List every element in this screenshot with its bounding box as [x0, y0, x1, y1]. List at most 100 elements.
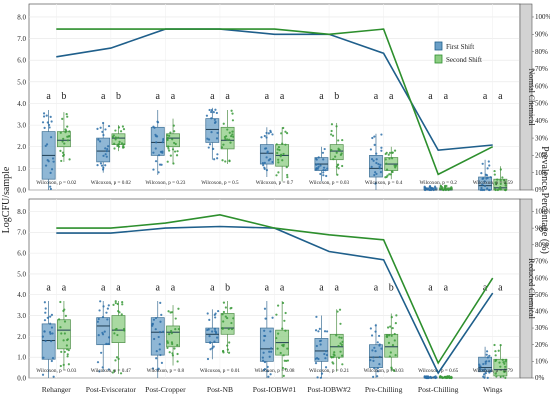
data-point [63, 332, 66, 335]
data-point [483, 188, 486, 192]
data-point [481, 162, 484, 165]
significance-letter: a [46, 91, 51, 102]
data-point [263, 334, 266, 338]
data-point [390, 157, 394, 160]
data-point [50, 340, 53, 343]
data-point [263, 161, 266, 164]
data-point [98, 309, 101, 312]
data-point [372, 359, 375, 363]
data-point [112, 303, 115, 306]
box-first-shift [314, 315, 329, 379]
significance-letter: a [428, 283, 433, 294]
data-point [42, 356, 45, 359]
data-point [153, 337, 156, 341]
data-point [389, 173, 392, 176]
significance-letter: a [280, 91, 285, 102]
data-point [483, 368, 487, 371]
y-tick-label: 6.0 [17, 57, 26, 65]
data-point [231, 130, 234, 133]
y2-tick-label: 30% [535, 134, 548, 142]
y-tick-label: 4.0 [17, 291, 26, 299]
data-point [111, 135, 114, 138]
data-point [265, 131, 268, 135]
data-point [105, 311, 108, 314]
data-point [339, 153, 342, 156]
wilcoxon-pvalue: Wilcoxon, p = 0.23 [145, 180, 185, 186]
data-point [504, 360, 507, 363]
data-point [395, 314, 398, 317]
data-point [231, 119, 235, 122]
data-point [44, 164, 48, 167]
data-point [264, 317, 267, 320]
data-point [59, 364, 62, 368]
data-point [176, 360, 179, 363]
data-point [379, 163, 382, 166]
data-point [98, 140, 102, 143]
data-point [114, 301, 117, 305]
data-point [426, 376, 430, 380]
data-point [341, 340, 344, 343]
data-point [275, 174, 278, 177]
data-point [277, 304, 280, 307]
data-point [393, 369, 396, 373]
data-point [394, 353, 397, 357]
data-point [374, 349, 377, 353]
data-point [386, 326, 390, 329]
data-point [432, 188, 435, 192]
y2-tick-label: 90% [535, 224, 548, 232]
data-point [478, 363, 481, 366]
data-point [285, 132, 289, 135]
data-point [444, 187, 447, 190]
data-point [228, 138, 231, 141]
data-point [375, 161, 378, 165]
data-point [494, 350, 497, 353]
data-point [215, 137, 219, 140]
data-point [107, 145, 110, 148]
data-point [67, 349, 70, 352]
significance-letter: a [483, 91, 488, 102]
x-category-label: Rehanger [42, 385, 72, 394]
data-point [168, 351, 171, 354]
data-point [276, 148, 279, 151]
data-point [170, 332, 173, 335]
data-point [209, 348, 212, 351]
data-point [331, 134, 335, 137]
data-point [106, 307, 109, 310]
data-point [220, 146, 224, 149]
data-point [277, 158, 280, 161]
data-point [271, 133, 274, 136]
data-point [334, 155, 337, 158]
panel-2: 0.0 1.0 2.0 3.0 4.0 5.0 6.0 7.0 8.0 0% 10% 20% 30% 40… [17, 198, 550, 382]
data-point [336, 173, 339, 176]
data-point [173, 347, 176, 350]
y2-tick-label: 30% [535, 324, 548, 332]
data-point [483, 373, 486, 376]
data-point [117, 357, 120, 361]
data-point [173, 130, 176, 133]
data-point [228, 131, 231, 134]
data-point [265, 169, 269, 172]
data-point [158, 163, 162, 166]
panel-strip-label: Normal Chemical [527, 68, 536, 126]
data-point [446, 375, 450, 379]
data-point [205, 114, 209, 117]
data-point [330, 148, 333, 152]
data-point [229, 141, 232, 144]
significance-letter: b [61, 91, 66, 102]
y2-tick-label: 40% [535, 117, 548, 125]
data-point [101, 366, 104, 369]
data-point [96, 320, 99, 323]
data-point [228, 159, 231, 162]
wilcoxon-pvalue: Wilcoxon, p = 0.03 [364, 368, 404, 374]
data-point [494, 359, 497, 363]
data-point [158, 343, 161, 346]
significance-letter: b [116, 91, 121, 102]
significance-letter: a [444, 283, 449, 294]
box-second-shift [384, 146, 399, 180]
data-point [340, 343, 343, 346]
data-point [391, 344, 395, 347]
data-point [48, 330, 52, 334]
data-point [340, 336, 343, 339]
data-point [172, 141, 176, 145]
data-point [341, 363, 344, 366]
